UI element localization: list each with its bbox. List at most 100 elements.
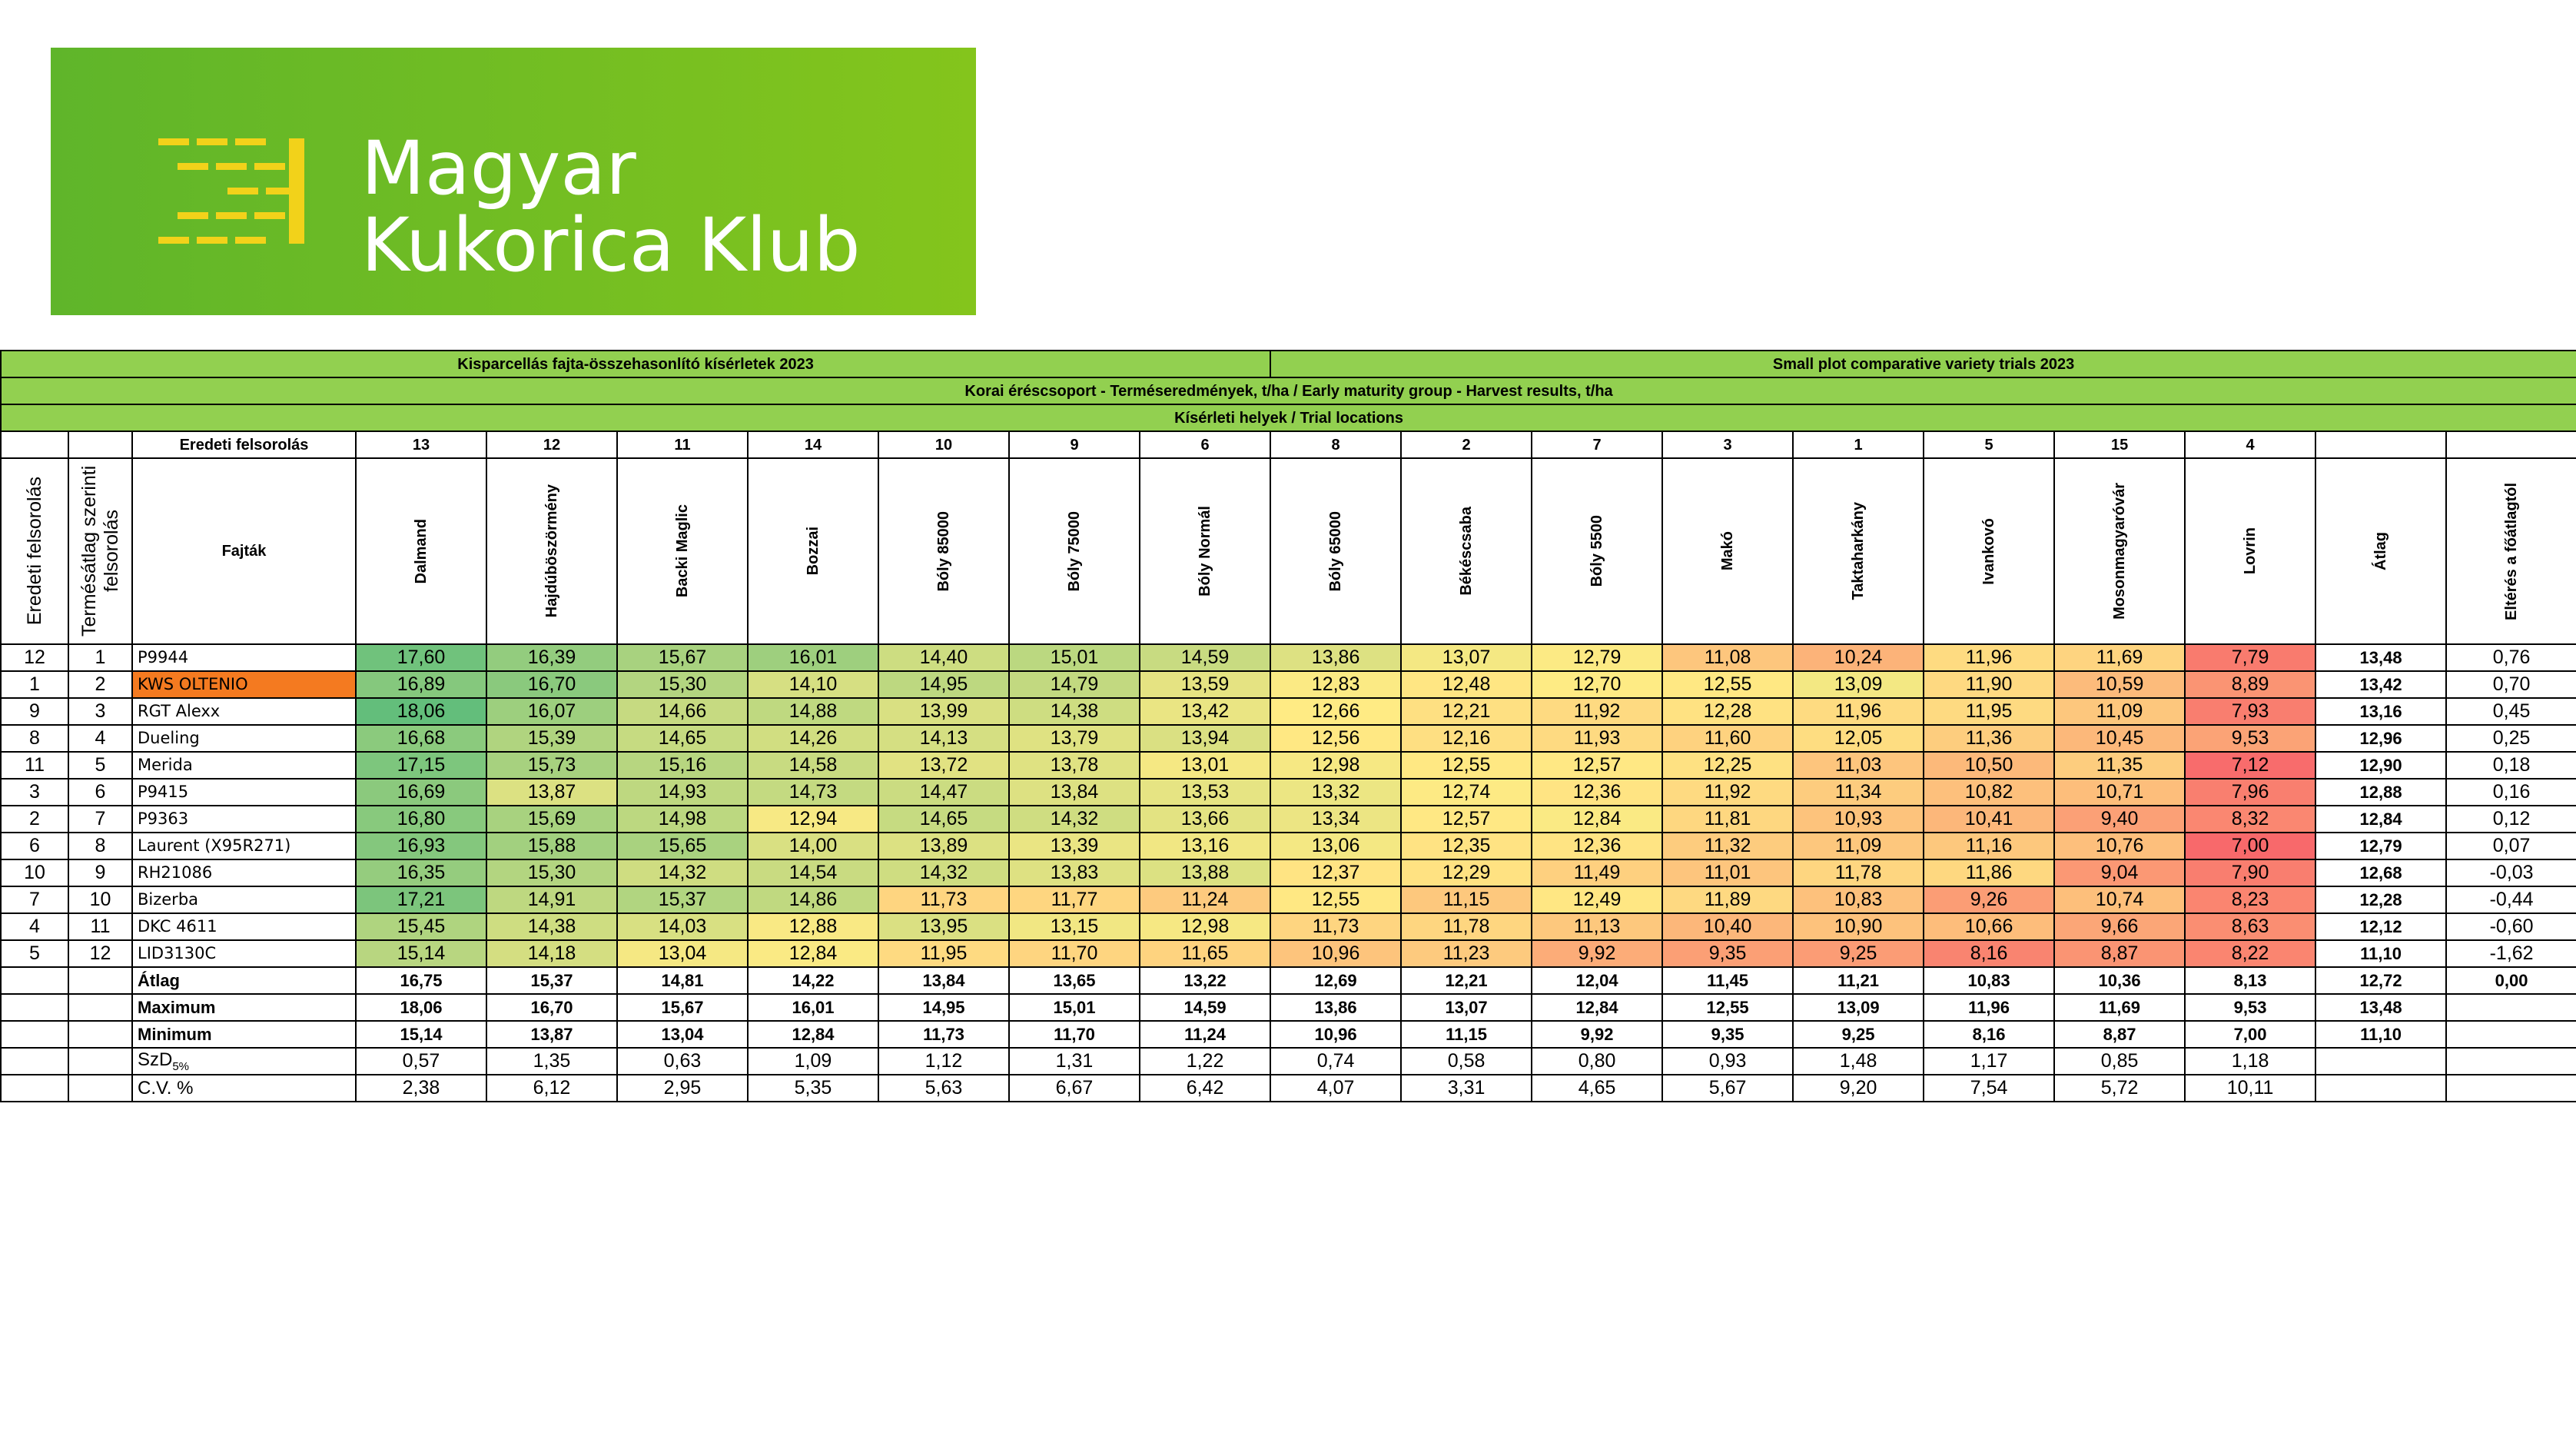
yield-cell: 9,40 [2053,805,2186,833]
yield-cell: 13,83 [1008,859,1140,887]
yield-cell: 10,82 [1923,778,2056,806]
yield-cell: 14,38 [486,912,618,941]
yield-cell: 14,79 [1008,670,1140,699]
yield-cell: 15,37 [616,886,749,914]
original-order: 5 [0,939,69,968]
summary-value: 1,48 [1792,1047,1925,1075]
yield-cell: 17,60 [355,643,487,672]
summary-value: 8,87 [2053,1020,2186,1049]
yield-cell: 13,04 [616,939,749,968]
location-number-row: Eredeti felsorolás 13 12 11 14 10 9 6 8 2 7 3 1 5 15 4 [0,430,2576,459]
mean-cell: 12,88 [2315,778,2448,806]
deviation-cell: 0,07 [2445,832,2576,860]
location-header: Bóly Normál [1138,457,1272,645]
summary-value: 6,67 [1008,1074,1140,1102]
yield-cell: 12,84 [747,939,879,968]
original-order: 9 [0,697,69,726]
original-header-text: Eredeti felsorolás [23,477,45,626]
original-order: 10 [0,859,69,887]
location-number: 3 [1661,430,1794,459]
yield-cell: 10,90 [1792,912,1925,941]
empty-cell [68,1047,133,1075]
yield-cell: 16,35 [355,859,487,887]
rank-header: Termésátlag szerinti felsorolás [68,457,133,645]
yield-cell: 14,32 [878,859,1010,887]
summary-value: 15,01 [1008,993,1140,1022]
yield-cell: 13,99 [878,697,1010,726]
original-order: 1 [0,670,69,699]
rank: 6 [68,778,133,806]
yield-cell: 9,25 [1792,939,1925,968]
yield-cell: 14,98 [616,805,749,833]
original-order-label: Eredeti felsorolás [131,430,357,459]
data-row: 1 2 KWS OLTENIO 16,89 16,70 15,30 14,10 14,95 14… [0,670,2576,699]
location-header-text: Bóly 85000 [934,510,952,592]
yield-cell: 7,93 [2184,697,2317,726]
rank: 2 [68,670,133,699]
yield-cell: 12,70 [1531,670,1664,699]
summary-value: 16,01 [747,993,879,1022]
empty-cell [68,1074,133,1102]
variety-name: Dueling [131,724,357,753]
location-header: Mosonmagyaróvár [2053,457,2186,645]
original-order: 3 [0,778,69,806]
variety-name: RH21086 [131,859,357,887]
yield-cell: 12,98 [1270,751,1403,780]
yield-cell: 13,16 [1138,832,1272,860]
logo-background [51,48,976,315]
yield-cell: 14,10 [747,670,879,699]
yield-cell: 14,65 [616,724,749,753]
summary-label-text: SzD [138,1049,173,1070]
summary-value: 13,07 [1400,993,1533,1022]
mean-cell: 13,16 [2315,697,2448,726]
yield-cell: 14,91 [486,886,618,914]
summary-value: 9,20 [1792,1074,1925,1102]
summary-row: Átlag 16,75 15,37 14,81 14,22 13,84 13,65 13,22… [0,966,2576,995]
summary-value: 15,37 [486,966,618,995]
summary-value: 14,81 [616,966,749,995]
yield-cell: 12,55 [1400,751,1533,780]
summary-value: 1,09 [747,1047,879,1075]
yield-cell: 12,94 [747,805,879,833]
summary-row: C.V. % 2,38 6,12 2,95 5,35 5,63 6,67 6,42 4,07 3,… [0,1074,2576,1102]
yield-cell: 11,65 [1138,939,1272,968]
logo-line2: Kukorica Klub [361,202,861,288]
summary-value: 0,80 [1531,1047,1664,1075]
yield-cell: 12,49 [1531,886,1664,914]
yield-cell: 8,89 [2184,670,2317,699]
original-order: 8 [0,724,69,753]
original-order: 11 [0,751,69,780]
mean-header: Átlag [2315,457,2448,645]
summary-value: 16,75 [355,966,487,995]
location-header-text: Bóly 65000 [1326,510,1344,592]
location-number: 2 [1400,430,1533,459]
yield-cell: 7,90 [2184,859,2317,887]
yield-cell: 11,23 [1400,939,1533,968]
deviation-cell: 0,16 [2445,778,2576,806]
variety-name: P9415 [131,778,357,806]
summary-value: 9,25 [1792,1020,1925,1049]
yield-cell: 9,26 [1923,886,2056,914]
yield-cell: 14,66 [616,697,749,726]
rank: 10 [68,886,133,914]
deviation-cell: -0,60 [2445,912,2576,941]
title-en: Small plot comparative variety trials 20… [1270,350,2576,378]
summary-value: 6,12 [486,1074,618,1102]
yield-cell: 13,79 [1008,724,1140,753]
summary-value: 6,42 [1138,1074,1272,1102]
yield-cell: 14,32 [616,859,749,887]
location-header: Bóly 65000 [1270,457,1403,645]
yield-cell: 11,09 [1792,832,1925,860]
summary-value: 1,17 [1923,1047,2056,1075]
yield-cell: 13,01 [1138,751,1272,780]
rank-header-text: Termésátlag szerinti felsorolás [78,465,122,637]
yield-cell: 11,73 [1270,912,1403,941]
summary-value: 11,24 [1138,1020,1272,1049]
yield-cell: 12,79 [1531,643,1664,672]
deviation-cell: 0,25 [2445,724,2576,753]
subtitle-row: Korai éréscsoport - Terméseredmények, t/… [0,377,2576,405]
summary-value: 4,65 [1531,1074,1664,1102]
summary-value: 12,84 [1531,993,1664,1022]
yield-cell: 12,55 [1270,886,1403,914]
yield-cell: 11,13 [1531,912,1664,941]
